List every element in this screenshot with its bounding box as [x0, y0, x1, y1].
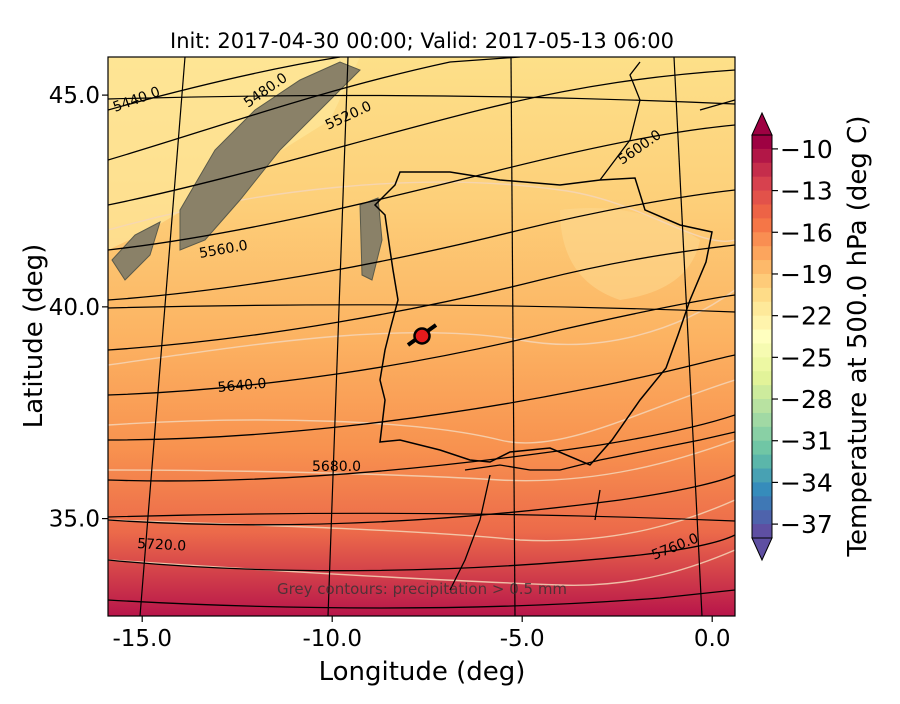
contour-label: 5720.0 — [137, 536, 187, 555]
colorbar-tick-label: −22 — [780, 302, 833, 331]
colorbar-segment — [752, 260, 772, 275]
colorbar-tick-label: −28 — [780, 385, 833, 414]
colorbar-tick-label: −19 — [780, 260, 833, 289]
coastline — [373, 171, 713, 466]
colorbar-segment — [752, 176, 772, 192]
colorbar-label: Temperature at 500.0 hPa (deg C) — [843, 116, 873, 558]
precipitation-note: Grey contours: precipitation > 0.5 mm — [277, 580, 567, 598]
contour-label: 5640.0 — [217, 376, 267, 396]
precipitation-contours — [111, 61, 383, 281]
colorbar-tick-label: −13 — [780, 177, 833, 206]
colorbar-segment — [752, 329, 772, 344]
x-tick-label: -10.0 — [302, 626, 362, 652]
colorbar-segment — [752, 218, 772, 233]
y-tick-label: 40.0 — [49, 295, 100, 321]
colorbar-tick-label: −10 — [780, 135, 833, 164]
y-axis-ticks: 45.0 40.0 35.0 — [49, 83, 108, 533]
colorbar-segment — [752, 287, 772, 303]
colorbar-tick-label: −16 — [780, 218, 833, 247]
x-tick-label: -5.0 — [500, 626, 545, 652]
colorbar-segment — [752, 135, 772, 150]
y-tick-label: 35.0 — [49, 507, 100, 533]
colorbar-segment — [752, 301, 772, 317]
geopotential-contours — [108, 57, 735, 609]
colorbar-segment — [752, 454, 772, 470]
colorbar-segment — [752, 412, 772, 428]
graticule — [108, 57, 735, 616]
colorbar-segment — [752, 232, 772, 247]
colorbar-segment — [752, 524, 772, 539]
plot-title: Init: 2017-04-30 00:00; Valid: 2017-05-1… — [170, 29, 674, 53]
colorbar-segment — [752, 440, 772, 456]
colorbar: −10 −13 −16 −19 −22 −25 −28 −31 −34 −37 — [751, 111, 833, 562]
colorbar-tick-label: −25 — [780, 343, 833, 372]
colorbar-tick-label: −37 — [780, 510, 833, 539]
cool-blob — [560, 208, 700, 300]
colorbar-segment — [752, 482, 772, 497]
colorbar-frame — [751, 134, 773, 539]
map-frame — [107, 56, 736, 617]
colorbar-segment — [752, 399, 772, 414]
colorbar-segment — [752, 343, 772, 358]
x-tick-label: 0.0 — [694, 626, 731, 652]
colorbar-tick-label: −31 — [780, 427, 833, 456]
map-panel: 5440.0 5480.0 5520.0 5560.0 5600.0 5640.… — [108, 57, 735, 616]
colorbar-segment — [752, 190, 772, 205]
y-axis-label: Latitude (deg) — [19, 244, 49, 429]
colorbar-segment — [752, 246, 772, 261]
y-tick-label: 45.0 — [49, 83, 100, 109]
colorbar-segment — [752, 315, 772, 331]
colorbar-segment — [752, 204, 772, 219]
colorbar-segment — [752, 148, 772, 164]
x-tick-label: -15.0 — [112, 626, 172, 652]
colorbar-segment — [752, 468, 772, 483]
colorbar-extend-min — [751, 537, 773, 562]
colorbar-segment — [752, 162, 772, 178]
x-axis-ticks: -15.0 -10.0 -5.0 0.0 — [112, 616, 730, 652]
colorbar-tick-label: −34 — [780, 468, 833, 497]
colorbar-segment — [752, 385, 772, 400]
colorbar-extend-max — [751, 111, 773, 136]
coastline-africa — [449, 431, 735, 591]
colorbar-segment — [752, 426, 772, 442]
colorbar-segment — [752, 357, 772, 372]
location-marker — [413, 327, 431, 345]
colorbar-segment — [752, 496, 772, 511]
colorbar-segment — [752, 273, 772, 289]
colorbar-segment — [752, 510, 772, 525]
x-axis-label: Longitude (deg) — [319, 657, 526, 687]
contour-label: 5680.0 — [312, 459, 361, 475]
colorbar-segment — [752, 371, 772, 386]
